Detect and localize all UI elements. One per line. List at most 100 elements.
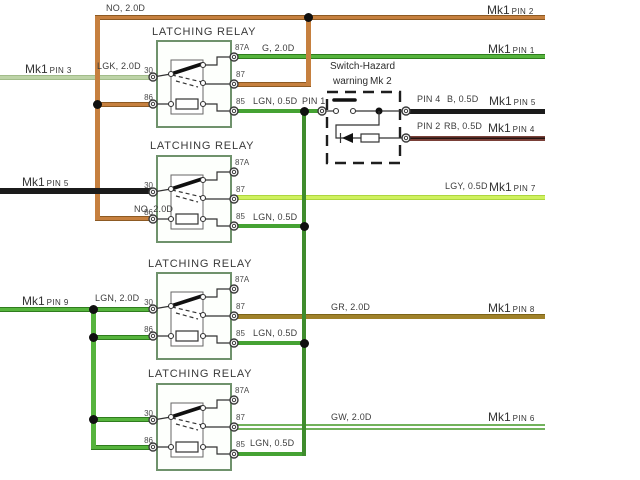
wire-label-b: B, 0.5D bbox=[447, 94, 479, 104]
switch-box-title-line3: Mk 2 bbox=[370, 76, 392, 87]
relay1-title: LATCHING RELAY bbox=[152, 26, 257, 38]
wire-green-vertical-left bbox=[91, 307, 96, 450]
wire-green-bus-vertical bbox=[302, 109, 306, 456]
relay-terminal bbox=[148, 167, 239, 231]
wire-label-lgn05-r1: LGN, 0.5D bbox=[253, 96, 298, 106]
junction-dot bbox=[89, 415, 98, 424]
junction-dot bbox=[300, 222, 309, 231]
connector-mk1-pin3: Mk1 PIN 3 bbox=[25, 62, 72, 76]
relay-1: 30 86 87A 87 85 bbox=[144, 40, 250, 134]
wire-rb-pin2 bbox=[406, 136, 545, 141]
relay-3: 30 86 87A 87 85 bbox=[144, 272, 250, 366]
connector-mk1-pin5-right: Mk1 PIN 5 bbox=[489, 94, 536, 108]
wire-no-top bbox=[95, 15, 545, 20]
terminal-label-30: 30 bbox=[144, 181, 153, 190]
wire-label-lgy: LGY, 0.5D bbox=[445, 181, 488, 191]
terminal-label-30: 30 bbox=[144, 409, 153, 418]
relay-4: 30 86 87A 87 85 bbox=[144, 383, 250, 477]
wire-label-gr: GR, 2.0D bbox=[331, 302, 371, 312]
terminal-label-87: 87 bbox=[236, 302, 245, 311]
terminal-label-87: 87 bbox=[236, 70, 245, 79]
wire-label-no-mid: NO, 2.0D bbox=[134, 204, 174, 214]
junction-dot bbox=[300, 107, 309, 116]
relay-terminal bbox=[148, 284, 239, 348]
junction-dot bbox=[89, 305, 98, 314]
terminal-label-86: 86 bbox=[144, 325, 153, 334]
wire-no-vertical-left bbox=[95, 15, 100, 221]
terminal-label-87a: 87A bbox=[235, 43, 250, 52]
junction-dot bbox=[89, 333, 98, 342]
relay-2: 30 86 87A 87 85 bbox=[144, 155, 249, 249]
wire-lgn-relay2-85 bbox=[234, 224, 306, 228]
terminal-label-87: 87 bbox=[236, 185, 245, 194]
wire-green-relay3-86 bbox=[91, 335, 153, 340]
wire-gr-pin8 bbox=[234, 314, 545, 319]
junction-dot bbox=[300, 339, 309, 348]
connector-mk1-pin5-left: Mk1 PIN 5 bbox=[22, 175, 69, 189]
wire-black-pin5-left bbox=[0, 188, 153, 194]
terminal-label-85: 85 bbox=[236, 440, 245, 449]
wire-label-pin4: PIN 4 bbox=[417, 94, 441, 104]
terminal-label-86: 86 bbox=[144, 436, 153, 445]
wire-lgn-relay3-85 bbox=[234, 341, 306, 345]
wire-black-pin4 bbox=[406, 109, 545, 114]
wire-no-relay1-87 bbox=[234, 82, 310, 87]
wire-label-rb: RB, 0.5D bbox=[444, 121, 483, 131]
junction-dot bbox=[304, 13, 313, 22]
wire-label-g: G, 2.0D bbox=[262, 43, 295, 53]
junction-dot bbox=[93, 100, 102, 109]
switch-box-title-line1: Switch-Hazard bbox=[330, 61, 396, 72]
wire-green-relay4-30 bbox=[91, 417, 153, 422]
wire-label-pin1: PIN 1 bbox=[302, 96, 326, 106]
relay-schematic bbox=[148, 40, 239, 128]
switch-hazard-box bbox=[315, 88, 420, 173]
wire-no-relay1-86 bbox=[97, 102, 153, 107]
switch-terminal bbox=[317, 106, 411, 143]
terminal-label-85: 85 bbox=[236, 97, 245, 106]
terminal-label-86: 86 bbox=[144, 208, 153, 217]
wire-label-lgn20: LGN, 2.0D bbox=[95, 293, 140, 303]
terminal-label-86: 86 bbox=[144, 93, 153, 102]
wire-no-relay2-86 bbox=[95, 216, 153, 221]
wire-gw-pin6 bbox=[234, 424, 545, 430]
wire-lgn-relay1-85 bbox=[234, 109, 322, 113]
wire-label-lgk: LGK, 2.0D bbox=[97, 61, 141, 71]
terminal-label-30: 30 bbox=[144, 66, 153, 75]
connector-mk1-pin2: Mk1 PIN 2 bbox=[487, 3, 534, 17]
connector-mk1-pin7: Mk1 PIN 7 bbox=[489, 180, 536, 194]
wire-label-gw: GW, 2.0D bbox=[331, 412, 372, 422]
relay-terminal bbox=[148, 395, 239, 459]
wire-green-relay4-86 bbox=[91, 445, 153, 450]
wire-label-lgn05-r3: LGN, 0.5D bbox=[253, 328, 298, 338]
relay2-title: LATCHING RELAY bbox=[150, 140, 255, 152]
wire-label-lgn05-r4: LGN, 0.5D bbox=[250, 438, 295, 448]
terminal-label-85: 85 bbox=[236, 329, 245, 338]
terminal-label-85: 85 bbox=[236, 212, 245, 221]
switch-box-title-line2: warning bbox=[333, 76, 369, 87]
terminal-label-30: 30 bbox=[144, 298, 153, 307]
connector-mk1-pin8: Mk1 PIN 8 bbox=[488, 301, 535, 315]
wire-g-pin1 bbox=[234, 54, 545, 59]
relay-schematic bbox=[148, 155, 239, 243]
connector-mk1-pin4: Mk1 PIN 4 bbox=[488, 121, 535, 135]
terminal-label-87a: 87A bbox=[235, 275, 250, 284]
relay4-title: LATCHING RELAY bbox=[148, 368, 253, 380]
wire-lgn-relay4-85 bbox=[234, 452, 306, 456]
wire-label-no-top: NO, 2.0D bbox=[106, 3, 146, 13]
wire-lgy-pin7 bbox=[234, 195, 545, 200]
relay3-title: LATCHING RELAY bbox=[148, 258, 253, 270]
relay-terminal bbox=[148, 52, 239, 116]
terminal-label-87a: 87A bbox=[235, 386, 250, 395]
terminal-label-87: 87 bbox=[236, 413, 245, 422]
switch-hazard-schematic bbox=[317, 90, 411, 165]
connector-mk1-pin6: Mk1 PIN 6 bbox=[488, 410, 535, 424]
relay-schematic bbox=[148, 383, 239, 471]
relay-schematic bbox=[148, 272, 239, 360]
connector-mk1-pin1: Mk1 PIN 1 bbox=[488, 42, 535, 56]
wire-lgk-pin3 bbox=[0, 75, 153, 80]
wire-label-pin2: PIN 2 bbox=[417, 121, 441, 131]
connector-mk1-pin9: Mk1 PIN 9 bbox=[22, 294, 69, 308]
wire-lgn20-pin9 bbox=[0, 307, 153, 312]
wire-no-vertical-right bbox=[306, 15, 311, 87]
